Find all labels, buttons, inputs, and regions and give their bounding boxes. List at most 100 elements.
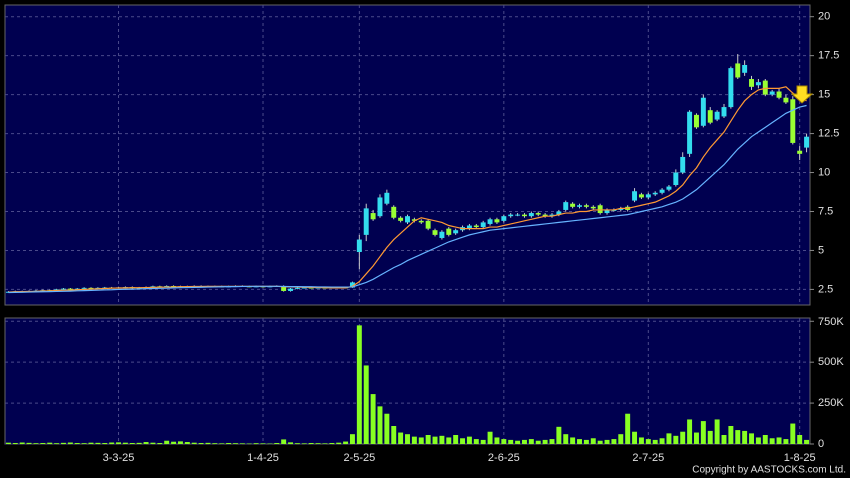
- y-tick-label: 12.5: [818, 127, 839, 139]
- volume-bar: [570, 437, 576, 444]
- volume-bar: [129, 443, 135, 444]
- volume-bar: [556, 426, 562, 444]
- candle-body: [494, 219, 500, 223]
- volume-bar: [205, 442, 211, 444]
- signal-arrow: [790, 85, 814, 104]
- candle-body: [797, 150, 803, 154]
- candle-body: [473, 225, 479, 228]
- candle-body: [604, 209, 610, 214]
- candle-body: [432, 230, 438, 235]
- candle-body: [377, 197, 383, 217]
- candle-body: [673, 172, 679, 185]
- volume-bar: [487, 431, 493, 444]
- candle-body: [659, 189, 665, 193]
- x-tick-label: 3-3-25: [103, 452, 135, 464]
- volume-tick-label: 500K: [818, 356, 844, 368]
- candle-body: [349, 282, 355, 288]
- x-tick-label: 1-4-25: [247, 452, 279, 464]
- candle-body: [81, 287, 87, 289]
- y-tick-label: 17.5: [818, 50, 839, 62]
- volume-bar: [405, 434, 410, 444]
- volume-bar: [294, 443, 300, 444]
- volume-bar: [494, 437, 500, 444]
- volume-bar: [618, 434, 624, 444]
- y-tick-label: 7.5: [818, 205, 833, 217]
- candle-body: [645, 194, 651, 198]
- volume-bar: [301, 443, 307, 444]
- candle-body: [288, 288, 294, 291]
- volume-bar: [687, 419, 693, 444]
- candle-body: [783, 97, 789, 103]
- volume-bar: [742, 430, 748, 444]
- volume-bar: [191, 442, 197, 444]
- volume-bar: [714, 419, 720, 444]
- volume-bar: [198, 443, 204, 444]
- candle-body: [549, 214, 555, 217]
- volume-bar: [577, 439, 582, 444]
- candle-body: [583, 205, 589, 207]
- candle-body: [721, 107, 727, 117]
- volume-bar: [749, 433, 754, 444]
- volume-bar: [446, 437, 452, 444]
- volume-bar: [81, 443, 87, 444]
- x-tick-label: 2-7-25: [632, 452, 664, 464]
- candle-body: [714, 111, 720, 120]
- volume-bar: [150, 442, 156, 444]
- volume-bar: [384, 413, 390, 444]
- volume-bar: [542, 439, 548, 444]
- candle-body: [632, 191, 638, 201]
- candle-body: [577, 205, 582, 207]
- volume-bar: [528, 439, 534, 444]
- volume-bar: [804, 439, 810, 444]
- volume-bar: [508, 439, 514, 444]
- candle-body: [281, 285, 287, 291]
- candle-body: [391, 206, 397, 218]
- y-tick-label: 15: [818, 89, 830, 101]
- volume-bar: [466, 436, 472, 444]
- volume-bar: [473, 439, 479, 444]
- volume-bar: [219, 443, 225, 444]
- candle-body: [398, 217, 404, 221]
- candle-body: [776, 91, 782, 98]
- candle-body: [418, 220, 424, 223]
- volume-bar: [40, 443, 46, 444]
- candle-body: [508, 214, 514, 217]
- volume-bar: [611, 439, 617, 444]
- mark-layer: [5, 54, 810, 444]
- volume-bar: [54, 443, 60, 444]
- candle-body: [515, 214, 521, 216]
- y-tick-label: 10: [818, 166, 830, 178]
- volume-tick-label: 750K: [818, 316, 844, 328]
- candle-body: [446, 228, 452, 235]
- volume-bar: [652, 439, 658, 444]
- volume-bar: [74, 443, 80, 444]
- volume-bar: [797, 435, 803, 444]
- volume-bar: [33, 443, 39, 444]
- volume-tick-label: 0: [818, 438, 824, 450]
- candle-body: [804, 136, 810, 148]
- candle-body: [480, 222, 486, 228]
- volume-bar: [425, 435, 431, 444]
- candle-body: [356, 239, 362, 253]
- volume-bar: [783, 439, 789, 444]
- candle-body: [755, 82, 761, 86]
- volume-bar: [501, 439, 507, 444]
- candle-body: [384, 192, 390, 204]
- volume-bar: [315, 443, 321, 444]
- candle-body: [301, 287, 307, 289]
- candle-body: [542, 214, 548, 217]
- candle-body: [308, 287, 314, 289]
- candle-body: [742, 65, 748, 73]
- volume-bar: [253, 443, 259, 444]
- volume-bar: [377, 406, 383, 444]
- volume-bar: [460, 438, 466, 444]
- volume-bar: [563, 434, 569, 444]
- volume-bar: [343, 441, 349, 444]
- candle-body: [762, 80, 768, 95]
- volume-bar: [728, 426, 734, 444]
- volume-bar: [391, 426, 397, 444]
- candle-body: [728, 68, 734, 108]
- x-tick-label: 2-5-25: [343, 452, 375, 464]
- volume-bar: [260, 443, 266, 444]
